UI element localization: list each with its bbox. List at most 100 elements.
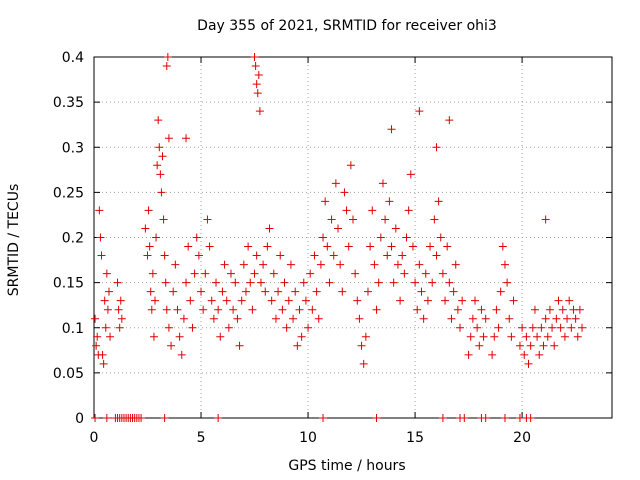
data-point: [100, 296, 109, 305]
data-point: [340, 188, 349, 197]
data-point: [114, 305, 123, 314]
data-point: [530, 305, 539, 314]
data-point: [488, 350, 497, 359]
data-point: [372, 305, 381, 314]
data-point: [404, 206, 413, 215]
data-point: [361, 332, 370, 341]
data-point: [319, 233, 328, 242]
data-point: [291, 287, 300, 296]
data-point: [152, 233, 161, 242]
y-tick-label: 0.35: [53, 95, 84, 111]
data-point: [477, 305, 486, 314]
data-point: [194, 251, 203, 260]
data-point: [255, 107, 264, 116]
data-point: [229, 305, 238, 314]
data-point: [310, 251, 319, 260]
data-point: [254, 71, 263, 80]
data-point: [173, 305, 182, 314]
data-point: [147, 305, 156, 314]
data-point: [419, 314, 428, 323]
y-tick-label: 0.05: [53, 366, 84, 382]
data-point: [162, 62, 171, 71]
data-point: [415, 260, 424, 269]
data-point: [160, 414, 169, 422]
data-point: [445, 116, 454, 125]
data-point: [541, 314, 550, 323]
data-point: [554, 296, 563, 305]
x-tick-label: 5: [197, 430, 206, 446]
data-point: [438, 269, 447, 278]
data-point: [306, 269, 315, 278]
data-point: [406, 170, 415, 179]
data-point: [381, 215, 390, 224]
data-point: [490, 332, 499, 341]
data-point: [102, 414, 111, 422]
data-point: [359, 359, 368, 368]
data-point: [156, 170, 165, 179]
y-tick-label: 0.2: [62, 231, 84, 247]
y-tick-label: 0.25: [53, 185, 84, 201]
data-point: [186, 296, 195, 305]
data-point: [334, 224, 343, 233]
data-point: [552, 314, 561, 323]
data-point: [374, 278, 383, 287]
data-point: [408, 242, 417, 251]
data-point: [389, 278, 398, 287]
data-point: [155, 143, 164, 152]
data-point: [518, 323, 527, 332]
data-point: [336, 260, 345, 269]
data-point: [449, 287, 458, 296]
data-point: [214, 414, 223, 422]
data-point: [250, 269, 259, 278]
data-point: [500, 260, 509, 269]
chart-title: Day 355 of 2021, SRMTID for receiver ohi…: [197, 18, 497, 34]
data-point: [261, 287, 270, 296]
data-point: [103, 305, 112, 314]
data-point: [363, 287, 372, 296]
data-point: [162, 305, 171, 314]
data-point: [145, 242, 154, 251]
data-point: [233, 314, 242, 323]
data-point: [545, 305, 554, 314]
data-point: [269, 269, 278, 278]
y-tick-label: 0: [75, 411, 84, 427]
data-point: [528, 323, 537, 332]
data-point: [91, 414, 100, 422]
data-point: [520, 350, 529, 359]
data-point: [116, 296, 125, 305]
data-point: [271, 314, 280, 323]
data-point: [244, 242, 253, 251]
data-point: [99, 359, 108, 368]
data-point: [453, 305, 462, 314]
data-point: [93, 332, 102, 341]
data-point: [466, 332, 475, 341]
data-point: [368, 206, 377, 215]
data-point: [113, 278, 122, 287]
data-point: [402, 233, 411, 242]
data-point: [265, 224, 274, 233]
data-point: [161, 278, 170, 287]
data-point: [539, 341, 548, 350]
data-point: [252, 80, 261, 89]
data-point: [256, 278, 265, 287]
data-point: [321, 197, 330, 206]
data-point: [149, 332, 158, 341]
data-point: [458, 296, 467, 305]
data-point: [235, 341, 244, 350]
data-point: [563, 314, 572, 323]
data-point: [526, 414, 535, 422]
data-point: [456, 323, 465, 332]
data-point: [286, 260, 295, 269]
data-point: [578, 323, 587, 332]
data-point: [325, 278, 334, 287]
data-point: [226, 269, 235, 278]
y-tick-label: 0.4: [62, 50, 84, 66]
data-point: [481, 314, 490, 323]
data-point: [251, 62, 260, 71]
data-point: [464, 350, 473, 359]
data-point: [498, 242, 507, 251]
data-point: [143, 251, 152, 260]
data-point: [95, 206, 104, 215]
data-point: [432, 143, 441, 152]
data-point: [366, 242, 375, 251]
